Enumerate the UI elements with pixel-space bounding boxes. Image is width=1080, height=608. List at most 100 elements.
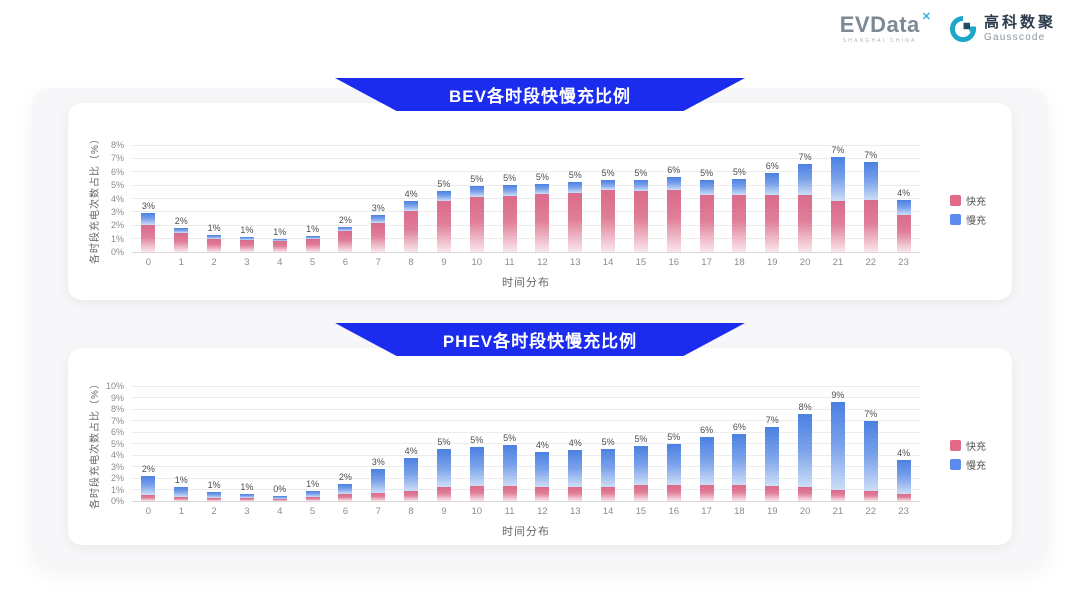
- bar-hour-23: 4%: [887, 386, 920, 501]
- bar-total-label: 2%: [338, 214, 352, 225]
- bar-hour-18: 6%: [723, 386, 756, 501]
- x-tick-label: 15: [635, 257, 647, 268]
- bar-segment-fast: [141, 495, 156, 501]
- bar-total-label: 4%: [568, 438, 582, 449]
- gridline: [132, 454, 920, 456]
- bar-segment-slow: [798, 413, 813, 488]
- bar-total-label: 5%: [667, 431, 681, 442]
- gausscode-logo: 高科数聚 Gausscode: [949, 15, 1056, 43]
- bar-segment-slow: [404, 458, 419, 491]
- bar-segment-slow: [896, 199, 911, 215]
- bar-total-label: 1%: [240, 225, 254, 236]
- bar-hour-6: 2%: [329, 145, 362, 252]
- bar-segment-slow: [207, 234, 222, 239]
- evdata-x-icon: ✕: [921, 11, 931, 23]
- bar-hour-4: 0%: [263, 386, 296, 501]
- bar-segment-fast: [272, 240, 287, 252]
- bar-segment-fast: [666, 190, 681, 252]
- bar-segment-slow: [404, 201, 419, 211]
- gridline: [132, 198, 920, 199]
- bar-segment-slow: [601, 449, 616, 488]
- bar-segment-fast: [305, 496, 320, 501]
- bar-hour-1: 1%: [165, 386, 198, 501]
- x-tick-label: 2: [211, 506, 217, 517]
- x-tick-label: 3: [244, 506, 250, 517]
- evdata-subtext: SHANGHAI CHINA: [842, 38, 917, 44]
- bar-hour-9: 5%: [428, 145, 461, 252]
- y-tick-label: 9%: [110, 392, 124, 403]
- bar-segment-slow: [732, 179, 747, 196]
- y-tick-label: 4%: [110, 193, 124, 204]
- bev-legend: 快充 慢充: [950, 189, 986, 231]
- bar-total-label: 3%: [371, 456, 385, 467]
- bar-segment-slow: [436, 190, 451, 202]
- x-tick-label: 13: [569, 506, 581, 517]
- bar-segment-slow: [338, 483, 353, 495]
- bar-hour-9: 5%: [428, 386, 461, 501]
- x-tick-label: 6: [342, 506, 349, 517]
- bar-hour-19: 6%: [756, 145, 789, 252]
- x-tick-label: 17: [701, 506, 712, 517]
- bar-segment-fast: [141, 225, 156, 252]
- slow-charge-swatch: [950, 214, 961, 225]
- bar-segment-slow: [699, 179, 714, 195]
- gridline: [132, 171, 920, 173]
- bar-segment-fast: [699, 484, 714, 501]
- bar-total-label: 4%: [404, 189, 418, 200]
- evdata-wordmark: EVData: [839, 12, 920, 37]
- x-tick-label: 18: [734, 257, 745, 268]
- bev-plot-area: 0% 1% 2% 3% 4% 5% 6% 7% 8% 3% 0 2% 1 1% 2 1% 3 1% 4 1% 5 2% 6 3…: [111, 140, 920, 268]
- legend-item-slow-charge: 慢充: [950, 457, 986, 472]
- bar-segment-fast: [535, 193, 550, 252]
- bar-segment-fast: [371, 492, 386, 501]
- bar-hour-2: 1%: [198, 145, 231, 252]
- bar-hour-23: 4%: [887, 145, 920, 252]
- y-tick-label: 2%: [110, 473, 124, 483]
- bar-hour-11: 5%: [493, 145, 526, 252]
- bar-segment-slow: [305, 235, 320, 239]
- bar-total-label: 4%: [897, 187, 911, 198]
- gridline: [132, 251, 920, 253]
- bar-segment-fast: [601, 487, 616, 501]
- x-tick-label: 22: [865, 506, 877, 517]
- bar-segment-slow: [207, 491, 222, 498]
- bar-total-label: 7%: [798, 151, 812, 162]
- bar-segment-slow: [338, 226, 353, 232]
- bar-segment-fast: [371, 222, 386, 252]
- bar-total-label: 5%: [503, 173, 517, 184]
- x-tick-label: 5: [309, 506, 316, 517]
- bar-total-label: 5%: [470, 434, 484, 445]
- y-tick-label: 3%: [110, 461, 124, 472]
- bar-segment-slow: [568, 450, 583, 488]
- y-tick-label: 2%: [110, 220, 124, 231]
- bar-segment-fast: [830, 200, 845, 252]
- gridline: [132, 144, 920, 146]
- bar-total-label: 7%: [831, 145, 845, 155]
- x-tick-label: 14: [602, 257, 614, 268]
- y-tick-label: 7%: [110, 415, 124, 426]
- bar-total-label: 4%: [535, 439, 549, 450]
- bar-total-label: 5%: [503, 432, 517, 443]
- bar-segment-fast: [502, 195, 517, 252]
- bar-segment-fast: [798, 194, 813, 252]
- bar-segment-slow: [601, 179, 616, 191]
- bar-segment-slow: [272, 239, 287, 241]
- bar-segment-fast: [830, 489, 845, 501]
- bar-segment-fast: [272, 498, 287, 501]
- bar-total-label: 0%: [273, 483, 287, 494]
- gridline: [132, 397, 920, 398]
- bar-total-label: 2%: [338, 471, 352, 482]
- gausscode-g-ring-icon: [949, 15, 977, 42]
- phev-title-banner: PHEV各时段快慢充比例: [335, 323, 745, 356]
- x-tick-label: 13: [569, 257, 581, 268]
- bar-total-label: 7%: [765, 415, 779, 426]
- gridline: [132, 157, 920, 159]
- bar-total-label: 1%: [207, 479, 221, 490]
- slow-charge-label: 慢充: [966, 461, 986, 472]
- bar-total-label: 5%: [601, 167, 615, 178]
- bar-total-label: 7%: [864, 408, 878, 419]
- gridline: [132, 385, 920, 387]
- bar-segment-slow: [699, 436, 714, 485]
- bar-segment-slow: [896, 459, 911, 495]
- bev-chart-card: BEV各时段快慢充比例 各时段充电次数占比（%） 0% 1% 2% 3% 4% 5% 6% 7…: [68, 78, 1012, 300]
